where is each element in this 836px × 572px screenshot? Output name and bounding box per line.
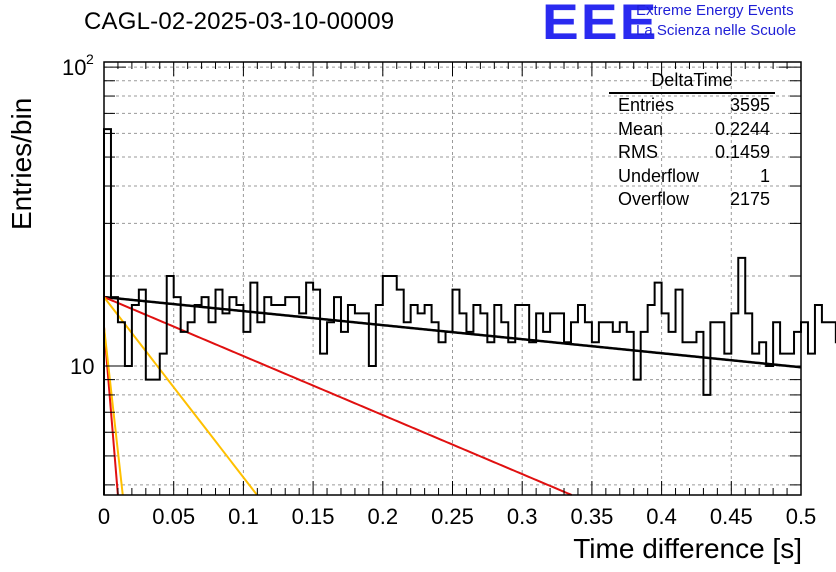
chart-title: CAGL-02-2025-03-10-00009 (84, 8, 395, 35)
stats-value: 2175 (729, 189, 770, 209)
fit-curve (103, 326, 124, 496)
x-tick-label: 0.1 (228, 504, 259, 529)
x-tick-label: 0.45 (710, 504, 753, 529)
tick-labels: 0 0.05 0.1 0.15 0.2 0.25 0.3 0.35 0.4 0.45 0.51010… (62, 51, 816, 529)
logo-line-2: La Scienza nelle Scuole (636, 22, 797, 39)
y-axis-label: Entries/bin (6, 97, 37, 230)
fit-curve (103, 296, 573, 496)
stats-row-mean: Mean 0.2244 (612, 118, 778, 142)
stats-row-rms: RMS 0.1459 (612, 141, 778, 165)
eee-logo: EEE (542, 0, 656, 47)
stats-value: 3595 (729, 95, 770, 115)
stats-label: Overflow (618, 189, 690, 209)
axes (103, 61, 802, 496)
stats-box: DeltaTime Entries 3595 Mean 0.2244 RMS 0… (609, 70, 778, 212)
stats-label: Entries (618, 95, 675, 115)
x-tick-label: 0.4 (646, 504, 677, 529)
stats-row-entries: Entries 3595 (612, 94, 778, 118)
x-tick-label: 0 (98, 504, 110, 529)
x-tick-label: 0.25 (431, 504, 474, 529)
x-tick-label: 0.05 (152, 504, 195, 529)
y-tick-label-exponent: 2 (86, 51, 94, 67)
logo-line-1: Extreme Energy Events (636, 2, 794, 19)
x-tick-label: 0.15 (292, 504, 335, 529)
grid-lines (104, 62, 801, 495)
y-tick-label: 10 (62, 55, 86, 80)
stats-value: 0.2244 (714, 118, 770, 139)
histogram-series (103, 128, 836, 495)
stats-label: Underflow (618, 165, 700, 186)
stats-title: DeltaTime (609, 70, 775, 94)
x-tick-label: 0.5 (786, 504, 817, 529)
x-tick-label: 0.35 (570, 504, 613, 529)
stats-label: RMS (618, 142, 658, 162)
histogram-steps (103, 128, 836, 495)
x-tick-label: 0.2 (368, 504, 399, 529)
x-tick-label: 0.3 (507, 504, 538, 529)
eee-logo-mark: EEE (542, 0, 659, 50)
stats-row-underflow: Underflow 1 (612, 165, 778, 189)
stats-value: 0.1459 (714, 142, 770, 162)
stats-label: Mean (618, 118, 664, 139)
stats-value: 1 (759, 165, 770, 186)
fit-curve (103, 296, 258, 496)
stats-row-overflow: Overflow 2175 (612, 188, 778, 212)
x-axis-label: Time difference [s] (573, 533, 802, 564)
y-tick-label: 10 (70, 354, 94, 379)
